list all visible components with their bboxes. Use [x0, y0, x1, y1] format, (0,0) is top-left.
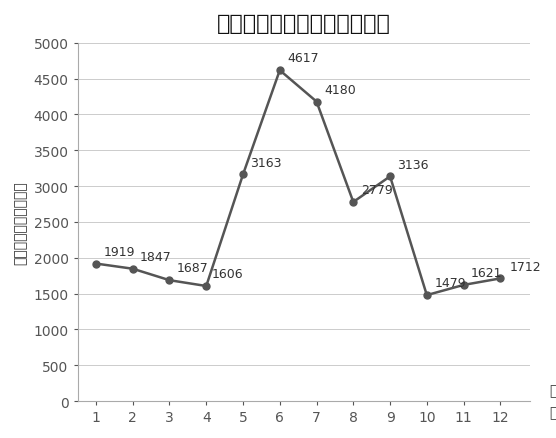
Text: 1687: 1687: [177, 262, 208, 275]
Text: 1621: 1621: [471, 267, 503, 279]
Text: 1479: 1479: [434, 277, 466, 290]
Text: 年: 年: [549, 405, 556, 419]
Title: インシデント報告件数の推移: インシデント報告件数の推移: [217, 14, 391, 34]
Text: 4617: 4617: [287, 53, 319, 65]
Text: 4180: 4180: [324, 84, 356, 97]
Text: 3136: 3136: [398, 158, 429, 171]
Text: 1847: 1847: [140, 251, 172, 263]
Text: 1712: 1712: [509, 260, 541, 273]
Text: 1919: 1919: [103, 245, 135, 258]
Text: 月: 月: [549, 383, 556, 397]
Text: 3163: 3163: [250, 156, 282, 170]
Text: 1606: 1606: [212, 268, 244, 281]
Y-axis label: インシデント報告件数: インシデント報告件数: [14, 180, 28, 264]
Text: 2779: 2779: [361, 184, 393, 197]
